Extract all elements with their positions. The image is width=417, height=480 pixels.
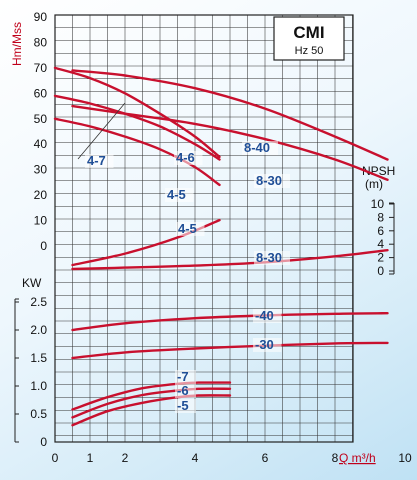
npsh-tick-label: 2 [377, 251, 384, 265]
curve-power--6 [71, 387, 232, 419]
flow-tick-label: 0 [52, 451, 59, 465]
power-tick-label: 0 [40, 435, 47, 449]
head-tick-label: 60 [34, 86, 48, 100]
model-box [273, 16, 345, 61]
head-tick-label: 30 [34, 163, 48, 177]
curve-label-npsh-4-5: 4-5 [178, 221, 197, 236]
curve-label-power--6: -6 [177, 383, 189, 398]
curve-power--30 [71, 341, 389, 360]
plot-frame [54, 14, 354, 443]
curve-label-bg [175, 370, 196, 384]
curve-label-bg [253, 309, 282, 323]
flow-tick-label: 10 [398, 451, 412, 465]
curve-labels: 4-7 4-6 4-5 8-40 8-30 4-5 8-30 -40 -30 -7-6-5 [85, 140, 290, 413]
curve-label-npsh-8-30: 8-30 [256, 250, 282, 265]
flow-axis-title: Q m³/h [339, 451, 376, 465]
npsh-tick-label: 4 [377, 237, 384, 251]
curve-label-head-4-7: 4-7 [87, 153, 106, 168]
npsh-axis-title: NPSH [362, 164, 395, 178]
power-tick-label: 2.5 [30, 295, 47, 309]
curve-label-bg [254, 251, 290, 265]
curve-head-4-7 [53, 66, 221, 159]
curve-head-8-30 [71, 104, 389, 181]
grid-lines [55, 15, 353, 442]
head-tick-label: 50 [34, 112, 48, 126]
curve-head-4-5 [53, 117, 221, 187]
curve-label-bg [176, 222, 205, 236]
curve-label-power--30: -30 [255, 337, 274, 352]
head-tick-label: 0 [40, 239, 47, 253]
head-tick-label: 40 [34, 137, 48, 151]
head-tick-label: 10 [34, 214, 48, 228]
pointer-line-4-7 [77, 102, 126, 160]
npsh-tick-label: 0 [377, 264, 384, 278]
curve-label-head-4-6: 4-6 [176, 150, 195, 165]
curve-npsh-8-30 [71, 249, 389, 271]
npsh-axis-bracket [389, 202, 395, 275]
flow-tick-label: 4 [192, 451, 199, 465]
curve-label-head-8-40: 8-40 [244, 140, 270, 155]
curve-label-power--5: -5 [177, 398, 189, 413]
head-tick-label: 70 [34, 61, 48, 75]
head-tick-label: 80 [34, 35, 48, 49]
curve-label-bg [175, 384, 196, 398]
power-axis-title: KW [22, 276, 42, 290]
curve-label-bg [254, 174, 290, 188]
curve-head-4-6 [53, 94, 221, 161]
curve-power--40 [71, 312, 389, 332]
curve-label-bg [165, 188, 194, 202]
curve-label-bg [175, 399, 196, 413]
head-axis-title: Hm/Mss [10, 22, 24, 66]
flow-tick-label: 8 [332, 451, 339, 465]
curve-head-8-40 [71, 69, 389, 161]
curve-label-bg [174, 151, 203, 165]
head-tick-label: 90 [34, 10, 48, 24]
npsh-tick-label: 6 [377, 224, 384, 238]
curve-label-head-8-30: 8-30 [256, 173, 282, 188]
curve-label-head-4-5: 4-5 [167, 187, 186, 202]
frequency-label: Hz 50 [295, 45, 324, 57]
head-tick-label: 20 [34, 188, 48, 202]
npsh-tick-label: 10 [371, 197, 385, 211]
npsh-axis-unit: (m) [365, 177, 383, 191]
curve-power--7 [71, 381, 232, 411]
flow-tick-label: 1 [87, 451, 94, 465]
curve-label-bg [253, 338, 282, 352]
curve-power--5 [71, 394, 232, 427]
flow-tick-label: 2 [122, 451, 129, 465]
power-tick-label: 1.5 [30, 351, 47, 365]
curves [53, 66, 389, 427]
power-axis-bracket [14, 298, 19, 443]
npsh-tick-label: 8 [377, 210, 384, 224]
power-tick-label: 2.0 [30, 323, 47, 337]
flow-tick-label: 6 [262, 451, 269, 465]
model-name: CMI [293, 23, 324, 42]
curve-label-power--7: -7 [177, 369, 189, 384]
curve-label-bg [85, 154, 114, 168]
power-tick-label: 0.5 [30, 407, 47, 421]
power-tick-label: 1.0 [30, 379, 47, 393]
curve-label-power--40: -40 [255, 308, 274, 323]
curve-label-bg [242, 141, 278, 155]
